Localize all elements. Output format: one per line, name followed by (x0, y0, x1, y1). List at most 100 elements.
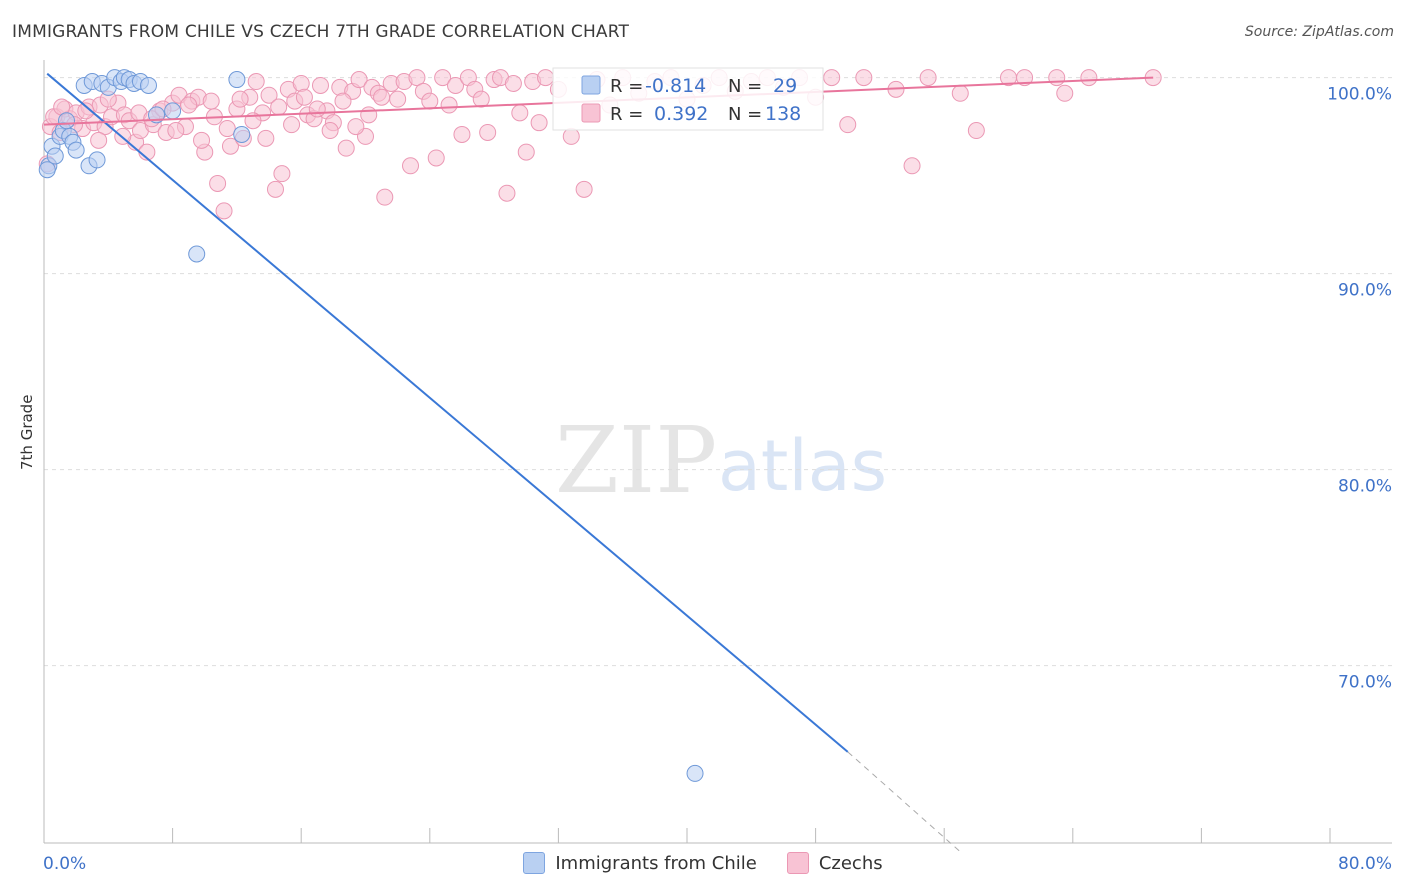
czechs-point-75 (504, 74, 522, 92)
x-tick-label-min: 0.0% (43, 854, 86, 874)
y-tick-labels: 100.0% 90.0% 80.0% 70.0% (1327, 85, 1392, 693)
czechs-point-71 (479, 123, 497, 141)
czechs-point-133 (295, 88, 313, 106)
czechs-point-60 (408, 69, 426, 87)
czechs-point-105 (951, 84, 969, 102)
y-tick-label-1: 90.0% (1338, 281, 1392, 301)
chile-point-8 (67, 141, 85, 159)
czechs-point-137 (347, 118, 365, 136)
czechs-point-100 (839, 116, 857, 134)
czechs-point-132 (283, 116, 301, 134)
czechs-point-111 (1080, 69, 1098, 87)
czechs-point-51 (350, 71, 368, 89)
chile-point-21 (139, 76, 157, 94)
czechs-point-30 (215, 202, 233, 220)
legend-item-czechs: Czechs (786, 852, 883, 874)
czechs-point-70 (472, 90, 490, 108)
czechs-point-80 (537, 69, 555, 87)
czechs-point-101 (855, 69, 873, 87)
czechs-point-76 (511, 104, 529, 122)
czechs-point-125 (193, 131, 211, 149)
czechs-point-123 (167, 122, 185, 140)
czechs-point-63 (427, 149, 445, 167)
legend-n-value-2: 138 (765, 103, 801, 125)
legend-n-label-2: N = (728, 104, 762, 125)
czechs-point-49 (337, 139, 355, 157)
czechs-point-28 (202, 92, 220, 110)
chile-point-12 (88, 151, 106, 169)
y-tick-label-0: 100.0% (1327, 85, 1392, 105)
watermark-zip: ZIP (555, 407, 717, 514)
swatch-czechs (786, 852, 809, 874)
czechs-point-136 (334, 92, 352, 110)
czechs-point-124 (180, 96, 198, 114)
czechs-point-62 (421, 92, 439, 110)
legend-n-label-1: N = (728, 76, 762, 97)
czechs-point-82 (562, 127, 580, 145)
chile-points (38, 69, 704, 782)
legend-label-czechs: Czechs (818, 852, 883, 874)
czechs-point-128 (231, 90, 249, 108)
axes (43, 60, 1392, 844)
watermark-atlas: atlas (718, 425, 887, 507)
y-tick-label-2: 80.0% (1338, 477, 1392, 497)
chile-point-28 (38, 161, 56, 179)
czechs-point-109 (1048, 69, 1066, 87)
czechs-point-64 (434, 69, 452, 87)
legend-swatch-czechs (581, 103, 601, 123)
czechs-point-74 (498, 184, 516, 202)
czechs-point-130 (257, 129, 275, 147)
chile-trend-line (46, 72, 849, 753)
czechs-point-106 (967, 122, 985, 140)
czechs-point-135 (321, 122, 339, 140)
legend-r-value-1: -0.814 (645, 75, 706, 97)
chile-point-23 (164, 102, 182, 120)
chile-point-25 (233, 125, 251, 143)
chart-title: IMMIGRANTS FROM CHILE VS CZECH 7TH GRADE… (12, 22, 630, 42)
czechs-point-83 (575, 180, 593, 198)
czechs-point-108 (1016, 69, 1034, 87)
legend-r-label-2: R = (610, 104, 643, 125)
x-tick-label-max: 80.0% (1338, 854, 1392, 874)
gridlines (44, 77, 1392, 667)
czechs-point-110 (1056, 84, 1074, 102)
series-legend: Immigrants from Chile Czechs (0, 852, 1406, 874)
czechs-point-79 (530, 114, 548, 132)
legend-n-value-1: 29 (773, 75, 797, 97)
stats-legend: R = -0.814 N = 29 R = 0.392 N = 138 (552, 67, 824, 131)
czechs-point-116 (77, 102, 95, 120)
czechs-point-59 (402, 157, 420, 175)
czechs-point-103 (903, 157, 921, 175)
chile-trend-extension (847, 751, 961, 853)
legend-item-chile: Immigrants from Chile (523, 852, 757, 874)
czechs-point-38 (266, 180, 284, 198)
czechs-point-45 (311, 76, 329, 94)
legend-r-label-1: R = (610, 76, 643, 97)
czechs-point-99 (823, 69, 841, 87)
czechs-point-55 (376, 188, 394, 206)
chile-point-26 (188, 245, 206, 263)
czechs-point-77 (517, 143, 535, 161)
czechs-point-66 (447, 76, 465, 94)
czechs-point-104 (919, 69, 937, 87)
legend-r-value-2: 0.392 (654, 103, 708, 125)
chile-point-24 (228, 71, 246, 89)
czechs-point-127 (218, 120, 236, 138)
czechs-point-57 (389, 90, 407, 108)
legend-label-chile: Immigrants from Chile (555, 852, 757, 874)
czechs-point-31 (221, 137, 239, 155)
czechs-point-117 (90, 131, 108, 149)
czechs-point-139 (373, 88, 391, 106)
czechs-point-39 (273, 165, 291, 183)
czechs-point-35 (247, 73, 265, 91)
czechs-point-138 (360, 106, 378, 124)
y-tick-label-3: 70.0% (1338, 673, 1392, 693)
chile-point-27 (686, 764, 704, 782)
swatch-chile (523, 852, 546, 874)
czechs-point-131 (270, 98, 288, 116)
czechs-point-67 (453, 125, 471, 143)
source-credit: Source: ZipAtlas.com (1244, 24, 1394, 40)
czechs-point-65 (440, 96, 458, 114)
czechs-point-29 (209, 174, 227, 192)
